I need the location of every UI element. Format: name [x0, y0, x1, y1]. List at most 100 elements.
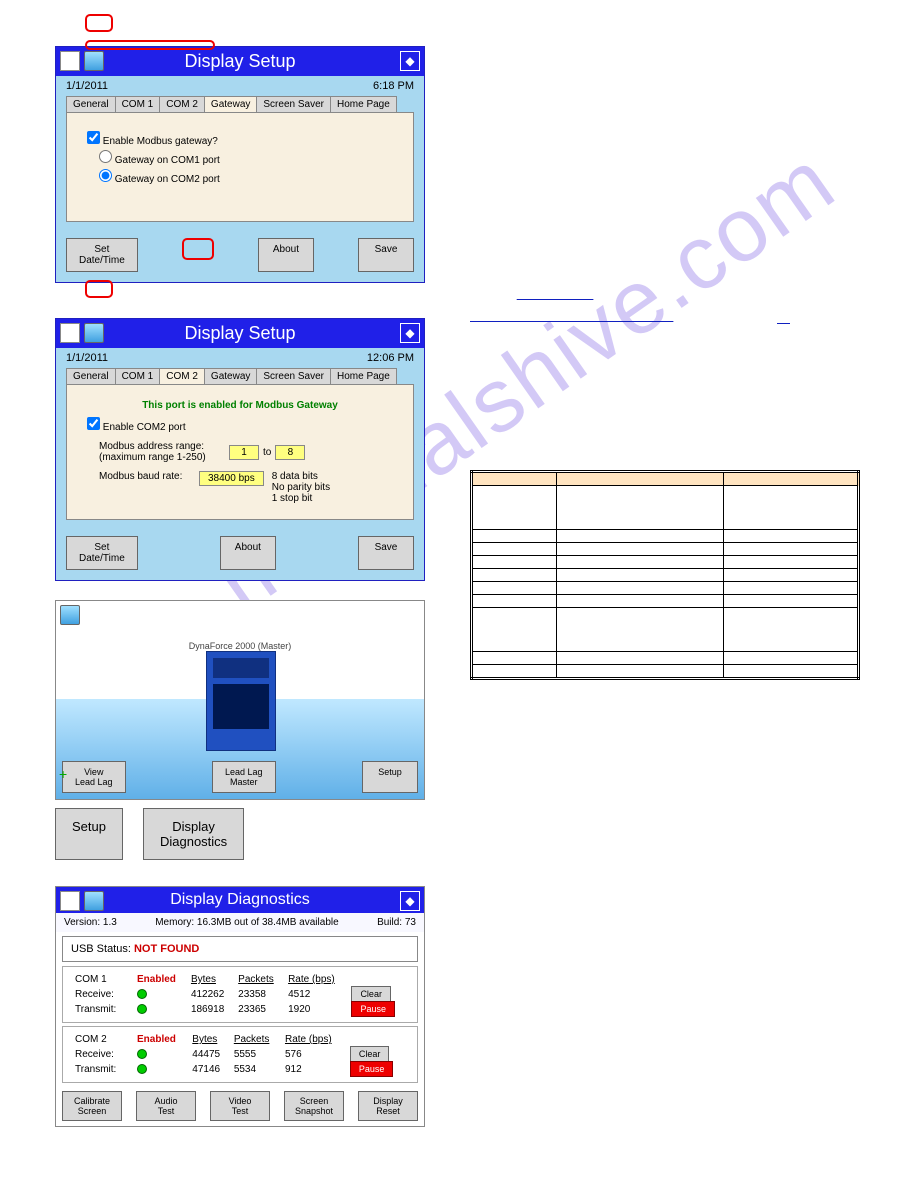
gear-icon[interactable]	[84, 891, 104, 911]
baud-input[interactable]: 38400 bps	[199, 471, 264, 486]
tab-com2[interactable]: COM 2	[159, 368, 205, 384]
tab-gateway[interactable]: Gateway	[204, 368, 257, 384]
tab-general[interactable]: General	[66, 96, 116, 112]
data-table	[470, 470, 860, 680]
screen-snapshot-button[interactable]: Screen Snapshot	[284, 1091, 344, 1121]
transmit-label: Transmit:	[73, 1063, 133, 1076]
home-icon[interactable]: ⌂	[60, 323, 80, 343]
enable-gateway-checkbox[interactable]: Enable Modbus gateway?	[87, 131, 393, 147]
calibrate-screen-button[interactable]: Calibrate Screen	[62, 1091, 122, 1121]
tab-general[interactable]: General	[66, 368, 116, 384]
table-header-3	[723, 472, 858, 486]
com1-recv-bytes: 412262	[189, 988, 234, 1001]
set-datetime-button[interactable]: Set Date/Time	[66, 238, 138, 272]
com2-label: COM 2	[75, 1034, 107, 1045]
home-icon[interactable]: ⌂	[60, 51, 80, 71]
com2-xmit-rate: 912	[283, 1063, 346, 1076]
table-cell	[723, 652, 858, 665]
device-graphic	[206, 651, 276, 751]
receive-label: Receive:	[73, 1048, 133, 1061]
addr-range-label: Modbus address range: (maximum range 1-2…	[99, 441, 229, 463]
about-button[interactable]: About	[258, 238, 314, 272]
tab-com1[interactable]: COM 1	[115, 96, 161, 112]
home-splash-screen: DynaForce 2000 (Master) +View Lead Lag L…	[55, 600, 425, 800]
about-button[interactable]: About	[220, 536, 276, 570]
com1-label: COM 1	[75, 974, 107, 985]
network-icon[interactable]: ◆	[400, 891, 420, 911]
setup-button[interactable]: Setup	[55, 808, 123, 860]
status-dot-icon	[137, 1004, 147, 1014]
table-cell	[557, 608, 723, 652]
build-label: Build:	[377, 917, 402, 928]
tab-com2[interactable]: COM 2	[159, 96, 205, 112]
home-icon[interactable]: ⌂	[60, 891, 80, 911]
audio-test-button[interactable]: Audio Test	[136, 1091, 196, 1121]
table-cell	[723, 556, 858, 569]
usb-status-label: USB Status:	[71, 943, 131, 955]
table-cell	[472, 543, 557, 556]
baud-label: Modbus baud rate:	[99, 471, 199, 482]
table-cell	[723, 486, 858, 530]
tabstrip: General COM 1 COM 2 Gateway Screen Saver…	[66, 96, 414, 112]
table-cell	[557, 595, 723, 608]
save-button[interactable]: Save	[358, 536, 414, 570]
table-cell	[723, 665, 858, 679]
body-para-1	[470, 286, 860, 302]
set-datetime-button[interactable]: Set Date/Time	[66, 536, 138, 570]
clear-button[interactable]: Clear	[351, 986, 391, 1002]
save-button[interactable]: Save	[358, 238, 414, 272]
display-diagnostics-button[interactable]: Display Diagnostics	[143, 808, 244, 860]
setup-button[interactable]: Setup	[362, 761, 418, 793]
com1-xmit-bytes: 186918	[189, 1003, 234, 1016]
display-setup-com2-screen: ⌂ Display Setup ◆ 1/1/2011 12:06 PM Gene…	[55, 318, 425, 581]
transmit-label: Transmit:	[73, 1003, 133, 1016]
network-icon[interactable]: ◆	[400, 51, 420, 71]
link-1[interactable]	[517, 287, 594, 301]
table-cell	[723, 608, 858, 652]
rate-header: Rate (bps)	[283, 1033, 346, 1046]
video-test-button[interactable]: Video Test	[210, 1091, 270, 1121]
tab-com1[interactable]: COM 1	[115, 368, 161, 384]
status-dot-icon	[137, 1064, 147, 1074]
gear-icon[interactable]	[60, 605, 80, 625]
table-cell	[472, 486, 557, 530]
tab-screensaver[interactable]: Screen Saver	[256, 368, 331, 384]
packets-header: Packets	[232, 1033, 281, 1046]
tab-gateway[interactable]: Gateway	[204, 96, 257, 112]
network-icon[interactable]: ◆	[400, 323, 420, 343]
gear-icon[interactable]	[84, 51, 104, 71]
receive-label: Receive:	[73, 988, 133, 1001]
memory-label: Memory:	[155, 917, 194, 928]
red-annotation-2	[85, 40, 215, 50]
enable-com2-checkbox[interactable]: Enable COM2 port	[87, 417, 393, 433]
clear-button[interactable]: Clear	[350, 1046, 390, 1062]
red-annotation-3	[182, 238, 214, 260]
to-label: to	[263, 447, 271, 458]
pause-button[interactable]: Pause	[351, 1001, 395, 1017]
tabstrip: General COM 1 COM 2 Gateway Screen Saver…	[66, 368, 414, 384]
tab-homepage[interactable]: Home Page	[330, 368, 397, 384]
tab-homepage[interactable]: Home Page	[330, 96, 397, 112]
view-leadlag-button[interactable]: +View Lead Lag	[62, 761, 126, 793]
tab-screensaver[interactable]: Screen Saver	[256, 96, 331, 112]
addr-from-input[interactable]: 1	[229, 445, 259, 460]
com1-status: Enabled	[137, 974, 176, 985]
time-label: 6:18 PM	[373, 80, 414, 92]
build-value: 73	[405, 917, 416, 928]
pause-button[interactable]: Pause	[350, 1061, 394, 1077]
memory-value: 16.3MB out of 38.4MB available	[197, 917, 339, 928]
gateway-com2-radio[interactable]: Gateway on COM2 port	[99, 169, 393, 185]
display-reset-button[interactable]: Display Reset	[358, 1091, 418, 1121]
leadlag-master-button[interactable]: Lead Lag Master	[212, 761, 276, 793]
gear-icon[interactable]	[84, 323, 104, 343]
table-cell	[472, 530, 557, 543]
table-header-1	[472, 472, 557, 486]
table-cell	[723, 569, 858, 582]
addr-to-input[interactable]: 8	[275, 445, 305, 460]
com2-recv-bytes: 44475	[190, 1048, 230, 1061]
version-value: 1.3	[103, 917, 117, 928]
gateway-com1-radio[interactable]: Gateway on COM1 port	[99, 150, 393, 166]
link-2[interactable]	[470, 309, 673, 323]
com2-recv-packets: 5555	[232, 1048, 281, 1061]
table-cell	[723, 595, 858, 608]
